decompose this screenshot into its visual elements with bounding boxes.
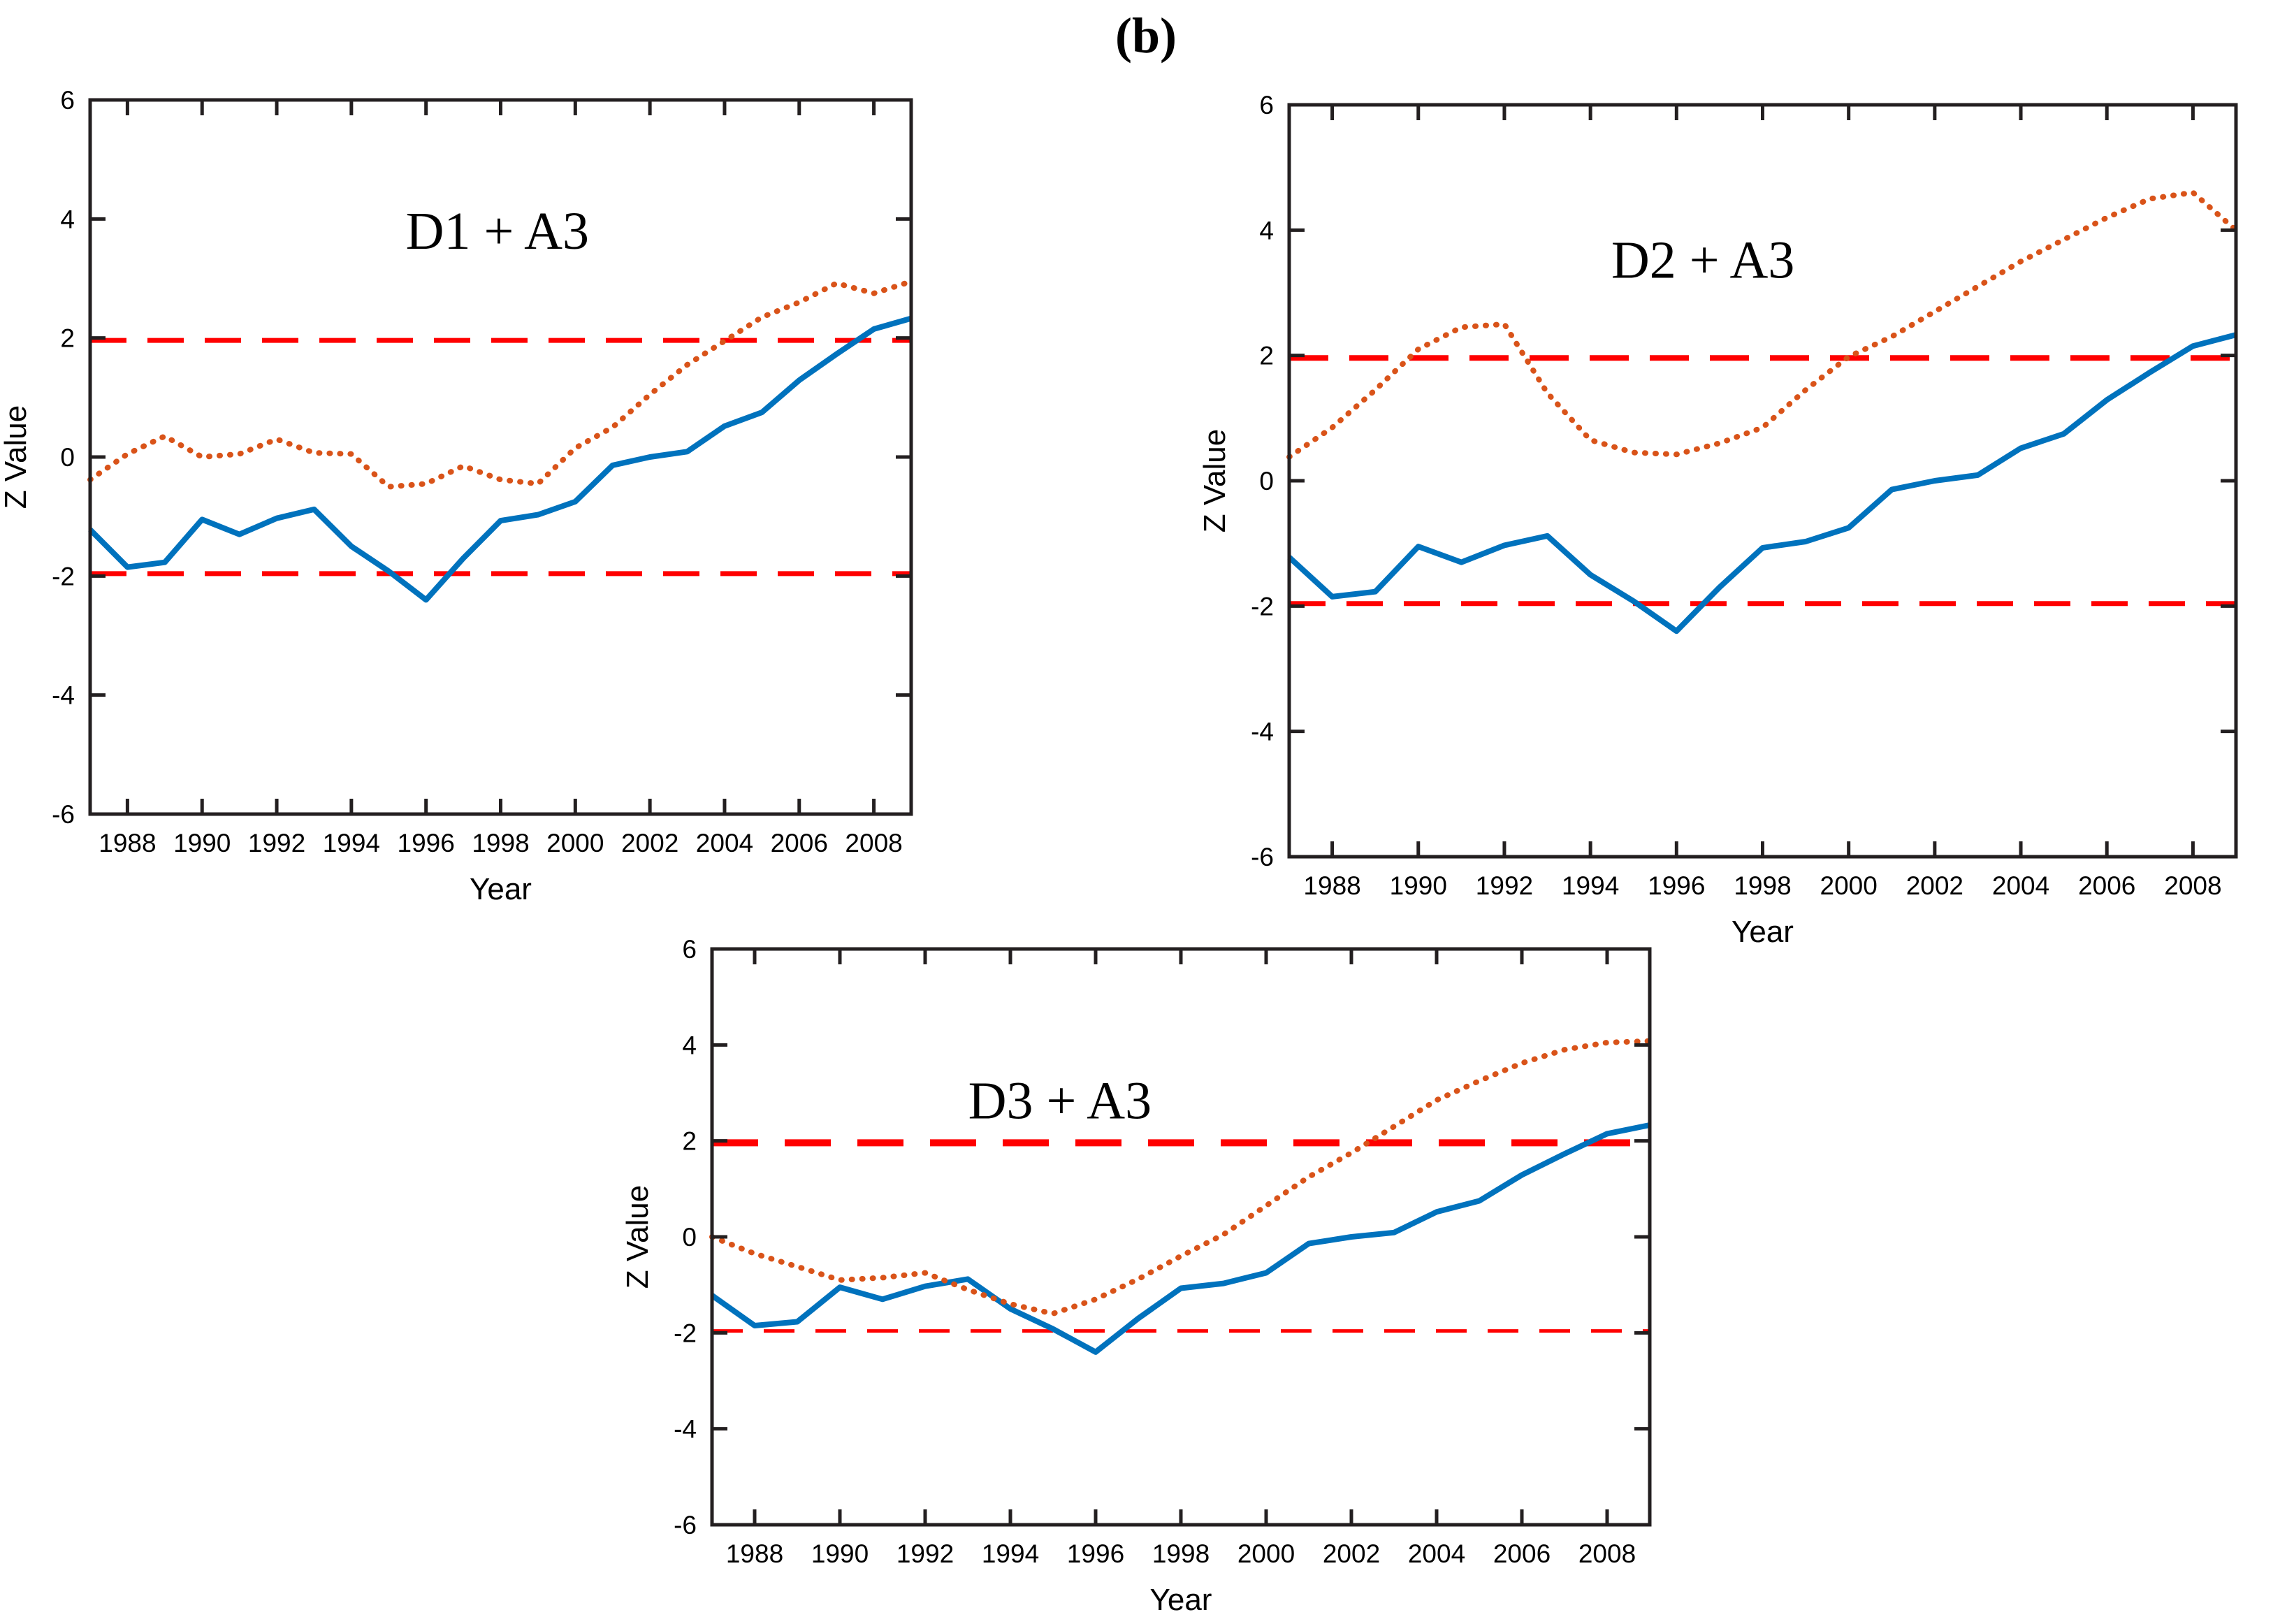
y-tick-label: -4 [674,1415,697,1444]
y-tick-label: -4 [52,681,75,710]
observed-solid-line [1287,332,2237,635]
observed-solid-line [88,315,913,603]
x-tick-label: 1994 [1562,871,1619,900]
x-tick-label: 1988 [726,1539,783,1568]
x-tick-label: 2008 [1578,1539,1636,1568]
x-tick-label: 1996 [398,829,455,857]
x-tick-label: 2006 [1493,1539,1551,1568]
x-tick-label: 2008 [2164,871,2221,900]
x-tick-label: 1990 [1390,871,1447,900]
y-axis-label: Z Value [620,1185,655,1289]
x-axis-label: Year [1150,1583,1212,1617]
axis-ticks [712,947,1650,1527]
chart-1: 1988 1990 1992 1994 1996 1998 2000 2002 2004 2006… [0,86,914,906]
x-tick-label: 1994 [323,829,380,857]
y-axis-label: Z Value [1198,429,1232,532]
y-tick-label: -2 [1251,592,1274,621]
y-tick-label: 4 [1259,216,1274,245]
observed-solid-line [710,1122,1650,1355]
predicted-dotted-line [709,1038,1653,1317]
chart-title: D3 + A3 [968,1072,1152,1131]
plot-border [710,947,1652,1527]
x-tick-label: 1992 [896,1539,954,1568]
axis-ticks [90,98,911,816]
y-tick-label: 2 [60,324,75,353]
x-tick-label: 2006 [771,829,828,857]
y-tick-label: 6 [1259,91,1274,119]
y-axis-label: Z Value [0,405,33,509]
y-tick-label: -4 [1251,718,1274,746]
predicted-dotted-line [87,278,914,490]
y-tick-label: 2 [682,1127,697,1156]
y-tick-label: -6 [674,1511,697,1539]
y-tick-label: 0 [1259,467,1274,495]
figure-label: (b) [1115,8,1177,64]
chart-2: 1988 1990 1992 1994 1996 1998 2000 2002 2004 2006… [1198,91,2239,949]
x-tick-label: 2002 [621,829,678,857]
x-tick-label: 2000 [1820,871,1878,900]
chart-3: 1988 1990 1992 1994 1996 1998 2000 2002 2004 2006… [620,935,1653,1617]
predicted-dotted-line [1286,189,2239,460]
y-tick-label: -6 [1251,843,1274,871]
x-tick-label: 1996 [1067,1539,1124,1568]
x-tick-label: 1992 [248,829,305,857]
y-tick-label: 0 [60,443,75,472]
y-tick-label: 6 [60,86,75,115]
y-tick-label: 4 [682,1031,697,1059]
x-tick-label: 2004 [1408,1539,1465,1568]
y-tick-label: -6 [52,800,75,829]
x-tick-label: 2004 [696,829,753,857]
plot-border [1287,103,2238,859]
x-axis-label: Year [1731,915,1794,949]
x-tick-label: 1988 [99,829,156,857]
y-tick-label: 0 [682,1223,697,1252]
y-tick-label: 2 [1259,342,1274,370]
x-tick-label: 1998 [1734,871,1791,900]
y-tick-label: 6 [682,935,697,964]
x-tick-label: 2008 [845,829,902,857]
chart-title: D1 + A3 [406,202,589,261]
x-tick-label: 1996 [1648,871,1705,900]
y-tick-label: -2 [52,562,75,590]
x-tick-label: 2000 [1237,1539,1295,1568]
x-tick-label: 1990 [173,829,231,857]
x-tick-label: 1998 [1152,1539,1210,1568]
x-tick-label: 2006 [2078,871,2135,900]
y-tick-label: -2 [674,1319,697,1347]
chart-title: D2 + A3 [1611,231,1794,290]
x-tick-label: 2004 [1992,871,2049,900]
axis-ticks [1289,103,2236,859]
x-tick-label: 2000 [546,829,604,857]
x-tick-label: 2002 [1906,871,1963,900]
x-tick-label: 1990 [811,1539,869,1568]
x-tick-label: 1994 [982,1539,1039,1568]
x-tick-label: 1998 [472,829,529,857]
x-tick-label: 1988 [1303,871,1360,900]
x-tick-label: 2002 [1323,1539,1380,1568]
y-tick-label: 4 [60,205,75,233]
x-tick-label: 1992 [1476,871,1533,900]
x-axis-label: Year [470,872,532,906]
